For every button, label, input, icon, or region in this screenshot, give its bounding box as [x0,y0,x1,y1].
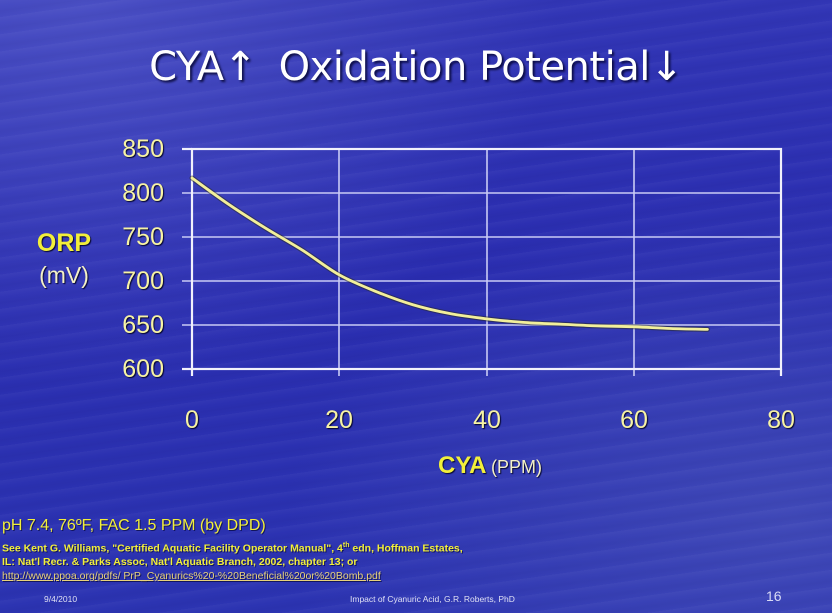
x-axis-label-unit: (PPM) [490,457,542,477]
reference-superscript: th [342,542,350,549]
y-tick-600: 600 [122,355,164,383]
x-tick-80: 80 [767,406,795,434]
plot-frame [182,147,783,376]
test-conditions: pH 7.4, 76ºF, FAC 1.5 PPM (by DPD) [2,517,266,534]
orp-line-series [189,175,710,332]
page-number: 16 [766,588,782,604]
x-tick-20: 20 [325,406,353,434]
grid [182,149,781,376]
x-tick-60: 60 [620,406,648,434]
slide-title: CYA↑ Oxidation Potential↓ [0,44,832,90]
y-axis-label: ORP (mV) [26,228,102,292]
y-axis-label-unit: (mV) [39,262,89,288]
x-tick-0: 0 [185,406,199,434]
reference-text-cont: edn, Hoffman Estates, [349,542,463,555]
y-axis-label-main: ORP [36,229,92,257]
orp-line [190,176,709,331]
reference-url-link[interactable]: http://www.ppoa.org/pdfs/ PrP_Cyanurics%… [2,570,381,582]
y-tick-700: 700 [122,267,164,295]
reference-line-2: IL: Nat'l Recr. & Parks Assoc, Nat'l Aqu… [2,556,358,568]
title-cya: CYA↑ [149,44,257,90]
y-tick-750: 750 [122,223,164,251]
x-axis-label-main: CYA [438,452,487,479]
reference-text: See Kent G. Williams, "Certified Aquatic… [2,542,343,555]
y-tick-800: 800 [122,179,164,207]
x-tick-40: 40 [473,406,501,434]
title-oxidation: Oxidation Potential↓ [278,44,684,90]
y-tick-650: 650 [122,311,164,339]
footer-date: 9/4/2010 [44,594,78,604]
x-axis-label: CYA (PPM) [400,452,580,480]
reference-line-1: See Kent G. Williams, "Certified Aquatic… [2,542,463,555]
footer-presenter: Impact of Cyanuric Acid, G.R. Roberts, P… [350,594,515,604]
y-tick-850: 850 [122,135,164,163]
